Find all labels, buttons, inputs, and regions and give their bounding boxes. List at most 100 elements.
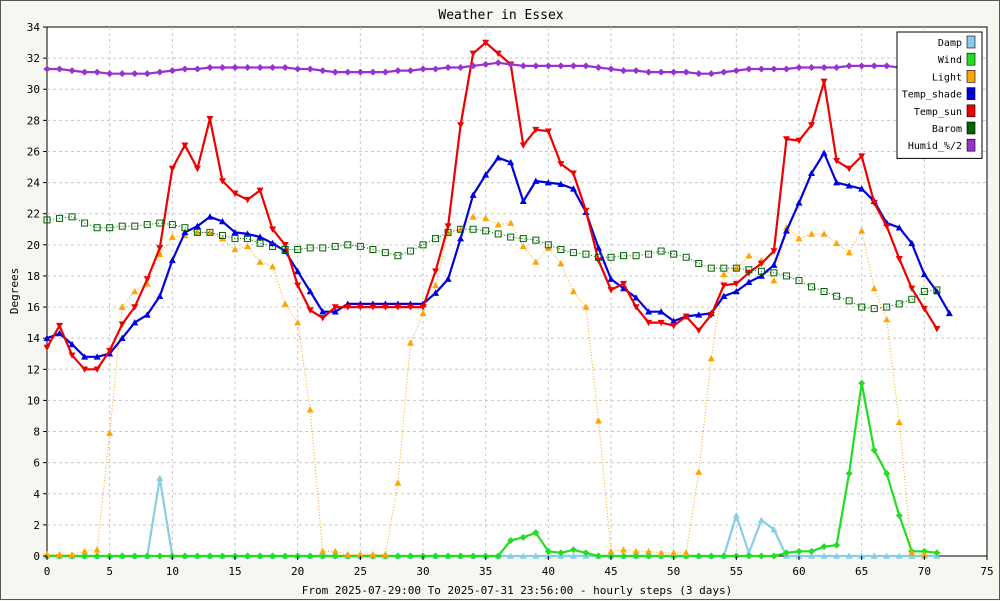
data-point-temp-sun	[231, 190, 239, 197]
data-point-temp-shade	[557, 180, 565, 187]
data-point-humid-2	[482, 60, 490, 68]
data-point-light	[532, 258, 540, 265]
data-point-light	[670, 549, 678, 556]
data-point-humid-2	[745, 65, 753, 73]
data-point-barom	[394, 252, 402, 260]
data-point-temp-shade	[181, 228, 189, 236]
data-point-light	[381, 550, 389, 558]
data-point-barom	[106, 224, 114, 232]
data-point-wind	[933, 549, 941, 557]
data-point-wind	[883, 470, 891, 478]
data-point-barom	[231, 235, 239, 243]
data-point-barom	[369, 245, 377, 253]
data-point-barom	[419, 241, 427, 249]
data-point-wind	[820, 543, 828, 551]
data-point-wind	[770, 552, 778, 560]
data-point-light	[331, 547, 339, 555]
data-point-temp-sun	[870, 200, 878, 207]
data-point-light	[406, 339, 414, 346]
data-point-temp-sun	[68, 352, 76, 359]
x-tick-label: 60	[792, 565, 805, 578]
data-point-humid-2	[106, 70, 114, 78]
data-point-wind	[707, 552, 715, 560]
data-point-temp-shade	[720, 292, 728, 299]
data-point-temp-sun	[782, 136, 790, 143]
data-point-light	[895, 418, 903, 425]
legend-swatch-barom	[966, 121, 976, 135]
data-point-barom	[682, 253, 690, 261]
y-tick-label: 28	[27, 114, 40, 127]
data-point-wind	[557, 549, 565, 557]
data-point-humid-2	[218, 63, 226, 71]
data-point-barom	[156, 219, 164, 227]
data-point-barom	[582, 250, 590, 258]
data-point-temp-shade	[945, 309, 953, 317]
data-point-barom	[432, 235, 440, 243]
series-temp-sun	[43, 39, 941, 373]
data-point-wind	[156, 552, 164, 560]
data-point-temp-shade	[331, 308, 339, 315]
data-point-barom	[356, 242, 364, 250]
data-point-humid-2	[131, 70, 139, 78]
data-point-temp-shade	[745, 278, 753, 285]
data-point-humid-2	[657, 68, 665, 76]
data-point-humid-2	[231, 63, 239, 71]
data-point-humid-2	[682, 68, 690, 76]
data-point-temp-sun	[695, 327, 703, 334]
data-point-humid-2	[93, 68, 101, 76]
x-tick-label: 35	[479, 565, 492, 578]
data-point-temp-shade	[670, 317, 678, 324]
data-point-light	[344, 550, 352, 558]
axes: 0 5 10 15 20 25 30 35 40 45 50 55 60 65 70 750246810121…	[27, 21, 994, 578]
x-tick-label: 15	[228, 565, 241, 578]
data-point-wind	[432, 552, 440, 560]
data-point-light	[607, 547, 615, 555]
data-point-barom	[457, 225, 465, 233]
data-point-light	[131, 288, 139, 295]
data-point-wind	[331, 552, 339, 560]
data-point-light	[68, 550, 76, 558]
data-point-wind	[870, 446, 878, 454]
data-point-temp-sun	[670, 322, 678, 330]
data-point-wind	[858, 379, 866, 387]
data-point-light	[306, 406, 314, 413]
data-point-temp-shade	[632, 294, 640, 301]
data-point-temp-sun	[845, 165, 853, 173]
data-point-light	[569, 288, 577, 295]
data-point-barom	[269, 242, 277, 250]
data-point-light	[883, 316, 891, 323]
data-point-temp-shade	[206, 213, 214, 220]
data-point-light	[93, 546, 101, 553]
data-point-temp-sun	[519, 142, 527, 149]
data-point-temp-sun	[444, 223, 452, 230]
y-tick-label: 30	[27, 83, 40, 96]
data-point-wind	[569, 546, 577, 554]
legend: Damp Wind Light Temp_shade Temp_sun Barom Humi…	[896, 31, 983, 159]
data-point-light	[770, 277, 778, 284]
data-point-humid-2	[56, 65, 64, 73]
data-point-wind	[406, 552, 414, 560]
data-point-temp-shade	[193, 222, 201, 229]
data-point-humid-2	[444, 63, 452, 71]
data-point-temp-sun	[43, 344, 51, 352]
data-point-light	[745, 252, 753, 259]
data-point-humid-2	[695, 70, 703, 78]
data-point-barom	[569, 249, 577, 257]
legend-label-barom: Barom	[932, 124, 962, 135]
data-point-light	[118, 303, 126, 310]
data-point-temp-shade	[782, 227, 790, 234]
data-point-temp-sun	[168, 165, 176, 173]
data-point-wind	[457, 552, 465, 560]
data-point-barom	[695, 259, 703, 267]
data-point-light	[106, 429, 114, 436]
data-point-damp	[858, 552, 866, 559]
data-point-barom	[507, 233, 515, 241]
data-point-damp	[757, 516, 765, 524]
data-point-light	[356, 550, 364, 558]
data-point-temp-shade	[569, 185, 577, 192]
data-point-temp-shade	[457, 235, 465, 242]
data-point-temp-shade	[444, 275, 452, 282]
data-point-barom	[281, 245, 289, 253]
data-point-temp-sun	[569, 170, 577, 177]
data-point-humid-2	[782, 65, 790, 73]
